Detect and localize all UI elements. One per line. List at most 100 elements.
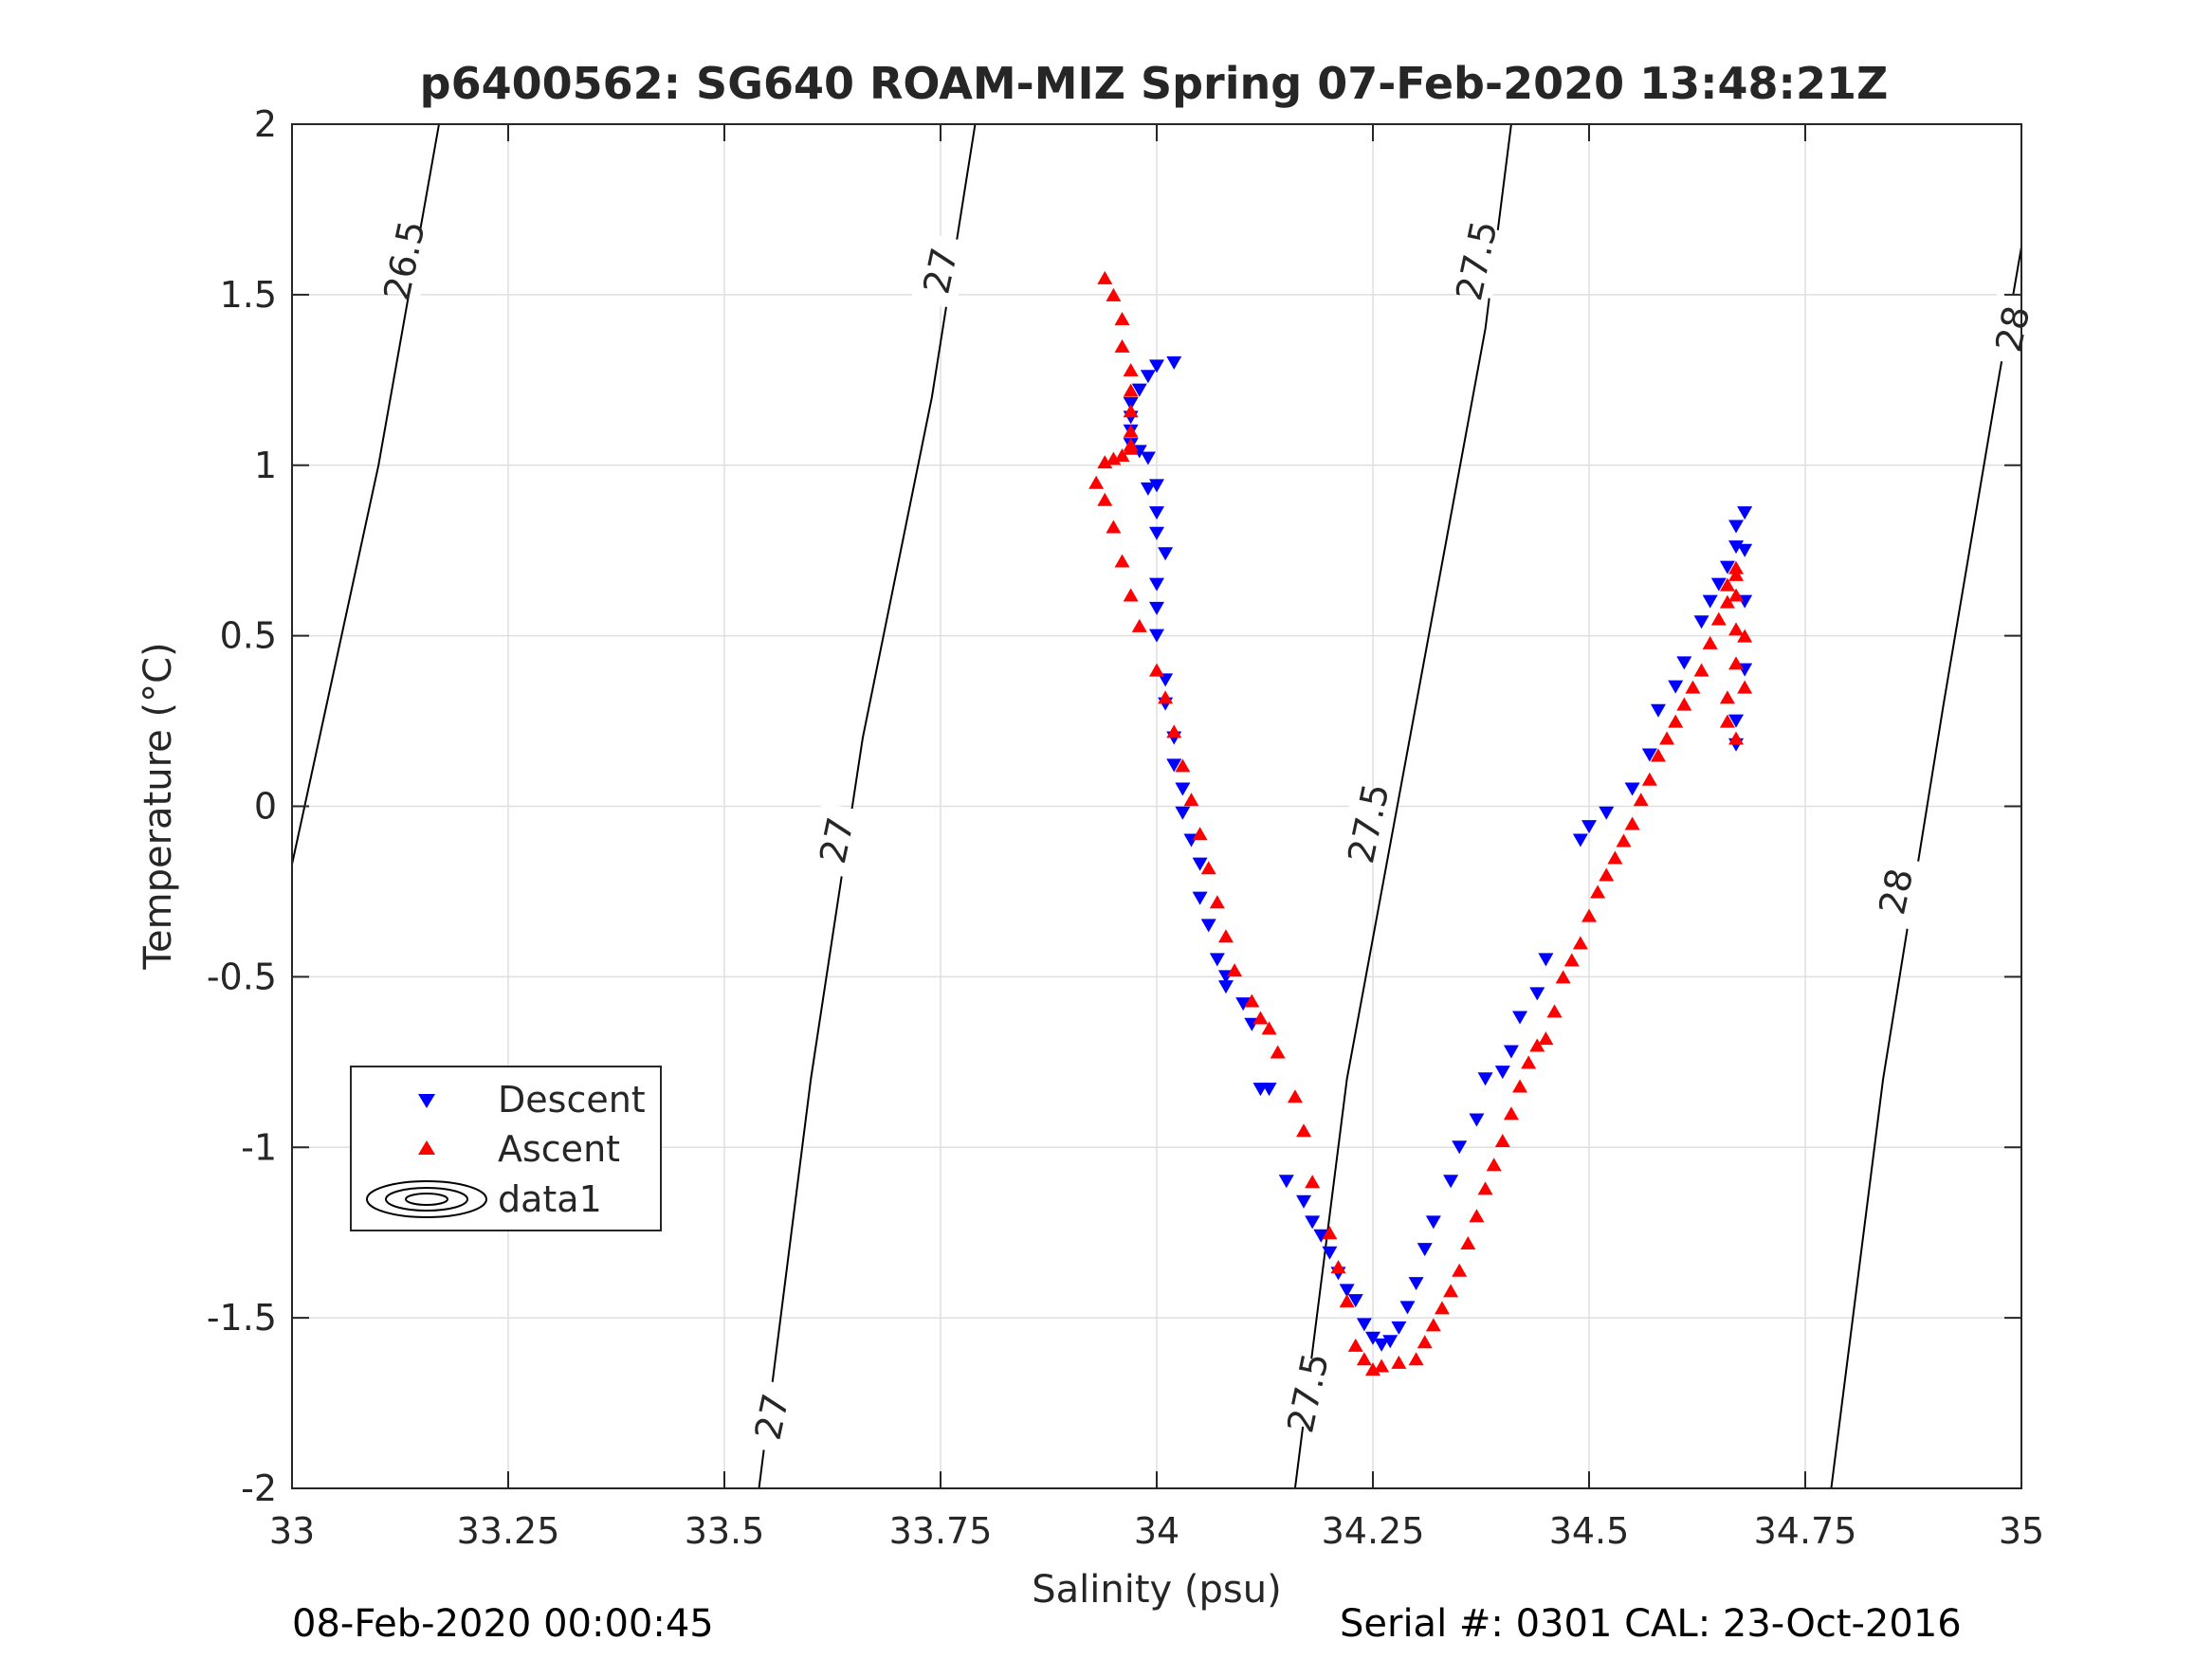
descent-point: [1313, 1229, 1329, 1243]
ascent-point: [1728, 656, 1745, 670]
y-tick-label: 0: [254, 786, 277, 828]
descent-point: [1668, 680, 1684, 694]
ascent-point: [1131, 618, 1147, 632]
ascent-point: [1719, 690, 1735, 704]
ascent-point: [1356, 1352, 1372, 1366]
ascent-point: [1088, 475, 1105, 489]
ascent-point: [1719, 714, 1735, 728]
descent-point: [1175, 782, 1191, 796]
ascent-point: [1200, 861, 1216, 875]
ascent-point: [1158, 690, 1174, 704]
descent-point: [1494, 1066, 1510, 1080]
ascent-point: [1443, 1284, 1459, 1298]
descent-point: [1140, 451, 1156, 465]
ascent-point: [1546, 1004, 1563, 1018]
contour-label-bg: [375, 222, 434, 300]
ascent-point: [1719, 577, 1735, 592]
descent-point: [1261, 1083, 1277, 1097]
ascent-point: [1123, 588, 1139, 602]
ascent-point: [1330, 1260, 1346, 1274]
series-ascent: [1088, 270, 1753, 1376]
descent-point: [1149, 526, 1164, 540]
contour-label-bg: [911, 232, 970, 309]
x-tick-label: 34: [1134, 1510, 1179, 1552]
ascent-point: [1347, 1338, 1363, 1352]
ascent-point: [1563, 953, 1580, 967]
descent-point: [1166, 758, 1182, 773]
descent-point: [1140, 370, 1156, 384]
contour-label-bg: [807, 802, 867, 879]
contour-label: 27.5: [1279, 1349, 1337, 1436]
ascent-point: [1270, 1045, 1286, 1059]
ascent-point: [1227, 963, 1243, 977]
ascent-point: [1114, 338, 1130, 353]
y-tick-label: -0.5: [207, 956, 277, 997]
axis-ticks: 33 33.25 33.5 33.75 34 34.25 34.5 34.75 35 2 1.5 1 0…: [207, 103, 2044, 1552]
ascent-point: [1521, 1055, 1537, 1069]
descent-point: [1512, 1011, 1528, 1025]
ascent-point: [1434, 1301, 1450, 1315]
ascent-point: [1693, 663, 1709, 677]
x-tick-label: 35: [1999, 1510, 2044, 1552]
ascent-point: [1477, 1181, 1493, 1195]
descent-point: [1599, 806, 1615, 820]
descent-point: [1581, 820, 1597, 834]
descent-point: [1296, 1194, 1312, 1209]
ascent-point: [1417, 1335, 1433, 1349]
y-tick-label: 1.5: [220, 274, 277, 316]
ascent-point: [1192, 827, 1208, 841]
y-tick-label: -1.5: [207, 1297, 277, 1339]
ascent-point: [1149, 663, 1164, 677]
ascent-point: [1572, 936, 1588, 950]
ascent-point: [1123, 404, 1139, 418]
descent-point: [1693, 615, 1709, 629]
ascent-point: [1425, 1318, 1441, 1332]
ascent-point: [1599, 867, 1615, 882]
ascent-point: [1217, 929, 1234, 943]
ascent-point: [1728, 731, 1745, 745]
ascent-point: [1590, 884, 1606, 899]
descent-point: [1149, 629, 1164, 643]
contour-label: 27: [915, 244, 965, 297]
ascent-point: [1374, 1358, 1390, 1373]
x-tick-label: 34.75: [1754, 1510, 1857, 1552]
y-axis-label: Temperature (°C): [137, 642, 180, 970]
ascent-point: [1305, 1175, 1321, 1189]
ascent-point: [1339, 1294, 1355, 1308]
descent-point: [1624, 782, 1640, 796]
ascent-point: [1114, 312, 1130, 326]
contour-label-bg: [1339, 785, 1398, 862]
ascent-point: [1106, 520, 1122, 534]
legend-ascent-label: Ascent: [498, 1128, 620, 1170]
ascent-point: [1581, 908, 1597, 922]
density-contour-28: [1830, 246, 2022, 1489]
ascent-point: [1555, 970, 1571, 984]
descent-point: [1192, 891, 1208, 905]
contour-label: 27: [747, 1390, 797, 1443]
y-tick-label: -2: [241, 1468, 277, 1509]
ascent-point: [1097, 455, 1113, 469]
x-tick-label: 33.25: [457, 1510, 560, 1552]
ascent-point: [1183, 793, 1199, 807]
ascent-point: [1287, 1089, 1303, 1103]
ascent-point: [1719, 594, 1735, 609]
ascent-point: [1114, 554, 1130, 568]
ascent-point: [1097, 270, 1113, 284]
ascent-point: [1710, 611, 1727, 626]
descent-point: [1192, 857, 1208, 871]
ascent-point: [1512, 1079, 1528, 1093]
data-points: [1088, 270, 1753, 1376]
descent-point: [1728, 520, 1745, 534]
ascent-point: [1106, 287, 1122, 301]
x-tick-label: 33: [269, 1510, 315, 1552]
descent-point: [1408, 1277, 1424, 1291]
x-axis-label: Salinity (psu): [1032, 1568, 1281, 1612]
descent-point: [1374, 1338, 1390, 1352]
descent-point: [1322, 1246, 1338, 1260]
ascent-point: [1616, 833, 1632, 848]
ascent-point: [1702, 635, 1718, 649]
descent-point: [1166, 356, 1182, 370]
ascent-point: [1659, 731, 1675, 745]
descent-point: [1676, 656, 1692, 670]
